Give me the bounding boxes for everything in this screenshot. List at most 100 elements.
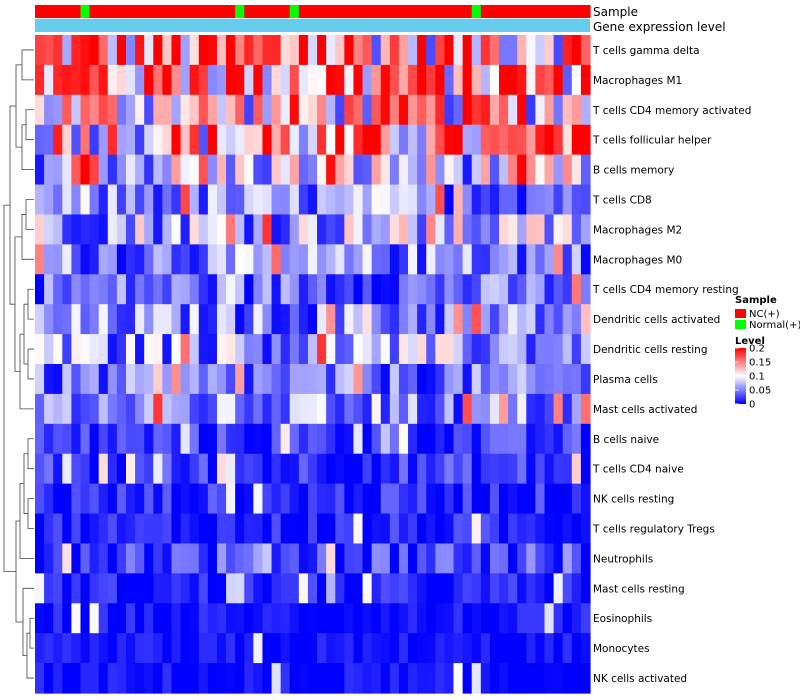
heatmap-cell (253, 663, 264, 694)
heatmap-cell (298, 94, 309, 126)
heatmap-cell (508, 423, 518, 455)
heatmap-cell (571, 64, 582, 96)
heatmap-cell (180, 244, 191, 275)
heatmap-cell (289, 453, 300, 485)
heatmap-cell (262, 453, 273, 485)
heatmap-cell (71, 393, 82, 425)
heatmap-cell (517, 483, 527, 515)
row-label: T cells gamma delta (592, 45, 700, 57)
heatmap-cell (435, 543, 446, 574)
heatmap-cell (553, 334, 564, 365)
heatmap-cell (53, 393, 63, 425)
sample-annotation-cell (226, 5, 236, 18)
heatmap-cell (89, 304, 100, 335)
heatmap-cell (216, 334, 227, 365)
heatmap-cell (162, 64, 173, 96)
heatmap-cell (462, 633, 473, 664)
heatmap-cell (571, 573, 582, 604)
heatmap-cell (426, 154, 436, 186)
heatmap-cell (180, 423, 191, 455)
heatmap-cell (144, 94, 154, 126)
heatmap-cell (35, 274, 45, 305)
heatmap-cell (107, 663, 118, 694)
heatmap-cell (153, 483, 163, 515)
sample-annotation-cell (435, 5, 446, 18)
heatmap-cell (244, 543, 254, 574)
heatmap-cell (180, 364, 191, 395)
heatmap-cell (307, 154, 318, 186)
heatmap-cell (408, 35, 418, 66)
heatmap-cell (462, 274, 473, 305)
heatmap-cell (180, 214, 191, 245)
heatmap-cell (289, 423, 300, 455)
heatmap-cell (571, 154, 582, 186)
heatmap-cell (135, 64, 145, 96)
heatmap-cell (480, 214, 491, 245)
heatmap-cell (480, 64, 491, 96)
row-label: T cells regulatory Tregs (592, 524, 715, 536)
heatmap-cell (280, 334, 291, 365)
heatmap-cell (162, 423, 173, 455)
heatmap-cell (71, 423, 82, 455)
heatmap-cell (353, 513, 364, 545)
heatmap-cell (180, 154, 191, 186)
heatmap-cell (471, 603, 482, 634)
heatmap-cell (216, 483, 227, 515)
heatmap-cell (335, 154, 345, 186)
heatmap-cell (107, 124, 118, 156)
heatmap-cell (335, 483, 345, 515)
heatmap-cell (517, 244, 527, 275)
heatmap-cell (125, 513, 136, 545)
heatmap-cell (417, 573, 427, 604)
heatmap-cell (398, 393, 409, 425)
heatmap-cell (162, 184, 173, 216)
heatmap-cell (389, 94, 400, 126)
heatmap-cell (198, 214, 209, 245)
heatmap-cell (162, 543, 173, 574)
heatmap-cell (253, 393, 264, 425)
heatmap-cell (280, 304, 291, 335)
heatmap-cell (426, 393, 436, 425)
heatmap-cell (353, 364, 364, 395)
heatmap-cell (35, 603, 45, 634)
heatmap-cell (226, 35, 236, 66)
dendrogram-branch (3, 204, 16, 572)
heatmap-cell (307, 423, 318, 455)
heatmap-cell (171, 304, 182, 335)
heatmap-cell (553, 184, 564, 216)
heatmap-cell (344, 304, 355, 335)
heatmap-cell (107, 35, 118, 66)
heatmap-cell (489, 543, 500, 574)
heatmap-cell (125, 214, 136, 245)
heatmap-cell (244, 35, 254, 66)
heatmap-cell (271, 364, 282, 395)
heatmap-cell (344, 94, 355, 126)
heatmap-cell (398, 124, 409, 156)
heatmap-cell (508, 35, 518, 66)
heatmap-cell (380, 573, 391, 604)
heatmap-cell (462, 483, 473, 515)
heatmap-cell (207, 483, 218, 515)
heatmap-cell (462, 423, 473, 455)
heatmap-cell (62, 513, 72, 545)
sample-annotation-cell (153, 5, 163, 18)
heatmap-cell (353, 94, 364, 126)
heatmap-cell (98, 513, 109, 545)
heatmap-cell (380, 35, 391, 66)
heatmap-cell (298, 633, 309, 664)
heatmap-cell (489, 214, 500, 245)
heatmap-cell (280, 423, 291, 455)
heatmap-cell (207, 124, 218, 156)
heatmap-cell (116, 423, 127, 455)
heatmap-cell (89, 244, 100, 275)
heatmap-cell (380, 453, 391, 485)
heatmap-cell (44, 393, 54, 425)
heatmap-cell (444, 663, 455, 694)
heatmap-cell (435, 483, 446, 515)
heatmap-cell (53, 244, 63, 275)
heatmap-cell (335, 274, 345, 305)
heatmap-cell (262, 364, 273, 395)
heatmap-cell (280, 513, 291, 545)
heatmap-cell (335, 453, 345, 485)
heatmap-cell (462, 393, 473, 425)
